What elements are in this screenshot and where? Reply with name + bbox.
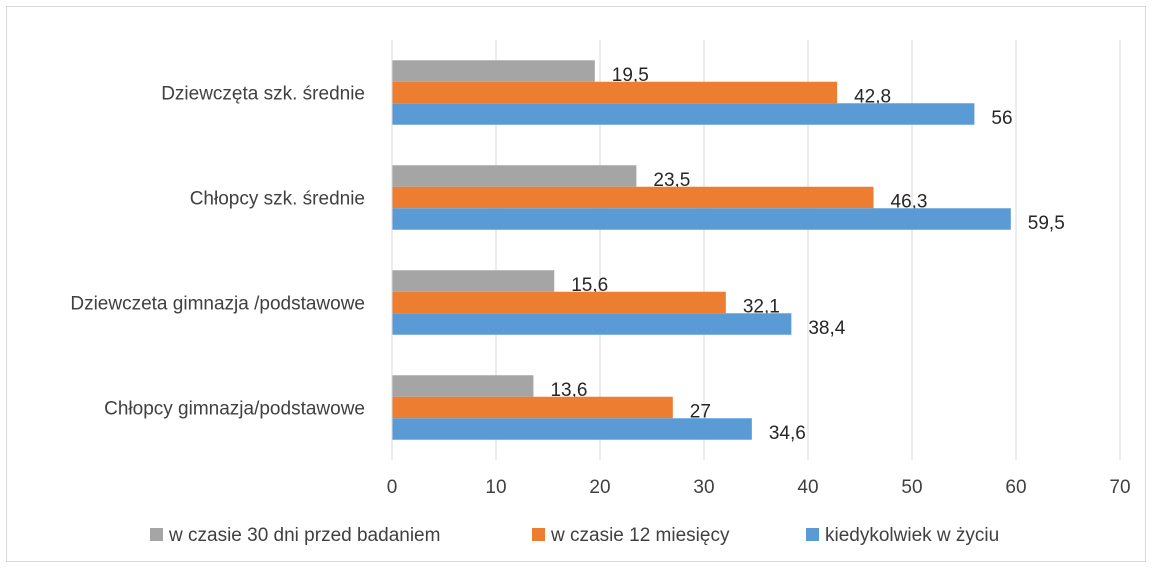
bar xyxy=(392,208,1011,230)
category-label: Dziewczeta gimnazja /podstawowe xyxy=(70,294,365,315)
bar xyxy=(392,103,975,125)
category-label: Chłopcy szk. średnie xyxy=(190,189,365,210)
x-tick-label: 70 xyxy=(1109,477,1130,498)
data-label: 15,6 xyxy=(571,275,608,296)
bar xyxy=(392,291,726,314)
bar xyxy=(392,375,534,397)
x-tick-label: 50 xyxy=(901,477,922,498)
data-label: 34,6 xyxy=(769,423,806,444)
bar xyxy=(392,418,752,440)
bar xyxy=(392,81,838,104)
legend-label: kiedykolwiek w życiu xyxy=(825,525,999,546)
category-label: Chłopcy gimnazja/podstawowe xyxy=(104,399,365,420)
data-label: 42,8 xyxy=(854,86,891,107)
data-label: 32,1 xyxy=(743,296,780,317)
data-label: 59,5 xyxy=(1028,213,1065,234)
data-label: 46,3 xyxy=(891,191,928,212)
data-label: 56 xyxy=(991,108,1012,129)
x-tick-label: 0 xyxy=(387,477,398,498)
x-tick-label: 40 xyxy=(797,477,818,498)
bar xyxy=(392,270,555,292)
legend-label: w czasie 30 dni przed badaniem xyxy=(168,525,440,546)
data-label: 27 xyxy=(690,401,711,422)
bar xyxy=(392,60,595,82)
bar xyxy=(392,165,637,187)
data-label: 23,5 xyxy=(653,170,690,191)
data-label: 13,6 xyxy=(550,380,587,401)
bar xyxy=(392,313,792,335)
legend-swatch xyxy=(806,528,819,541)
data-label: 38,4 xyxy=(808,318,845,339)
legend-label: w czasie 12 miesięcy xyxy=(550,525,730,546)
bar xyxy=(392,186,874,209)
x-tick-label: 60 xyxy=(1005,477,1026,498)
category-label: Dziewczęta szk. średnie xyxy=(161,84,365,105)
x-tick-label: 30 xyxy=(693,477,714,498)
legend-swatch xyxy=(532,528,545,541)
bar xyxy=(392,396,673,419)
legend-swatch xyxy=(150,528,163,541)
data-label: 19,5 xyxy=(612,65,649,86)
x-tick-label: 10 xyxy=(485,477,506,498)
x-tick-label: 20 xyxy=(589,477,610,498)
